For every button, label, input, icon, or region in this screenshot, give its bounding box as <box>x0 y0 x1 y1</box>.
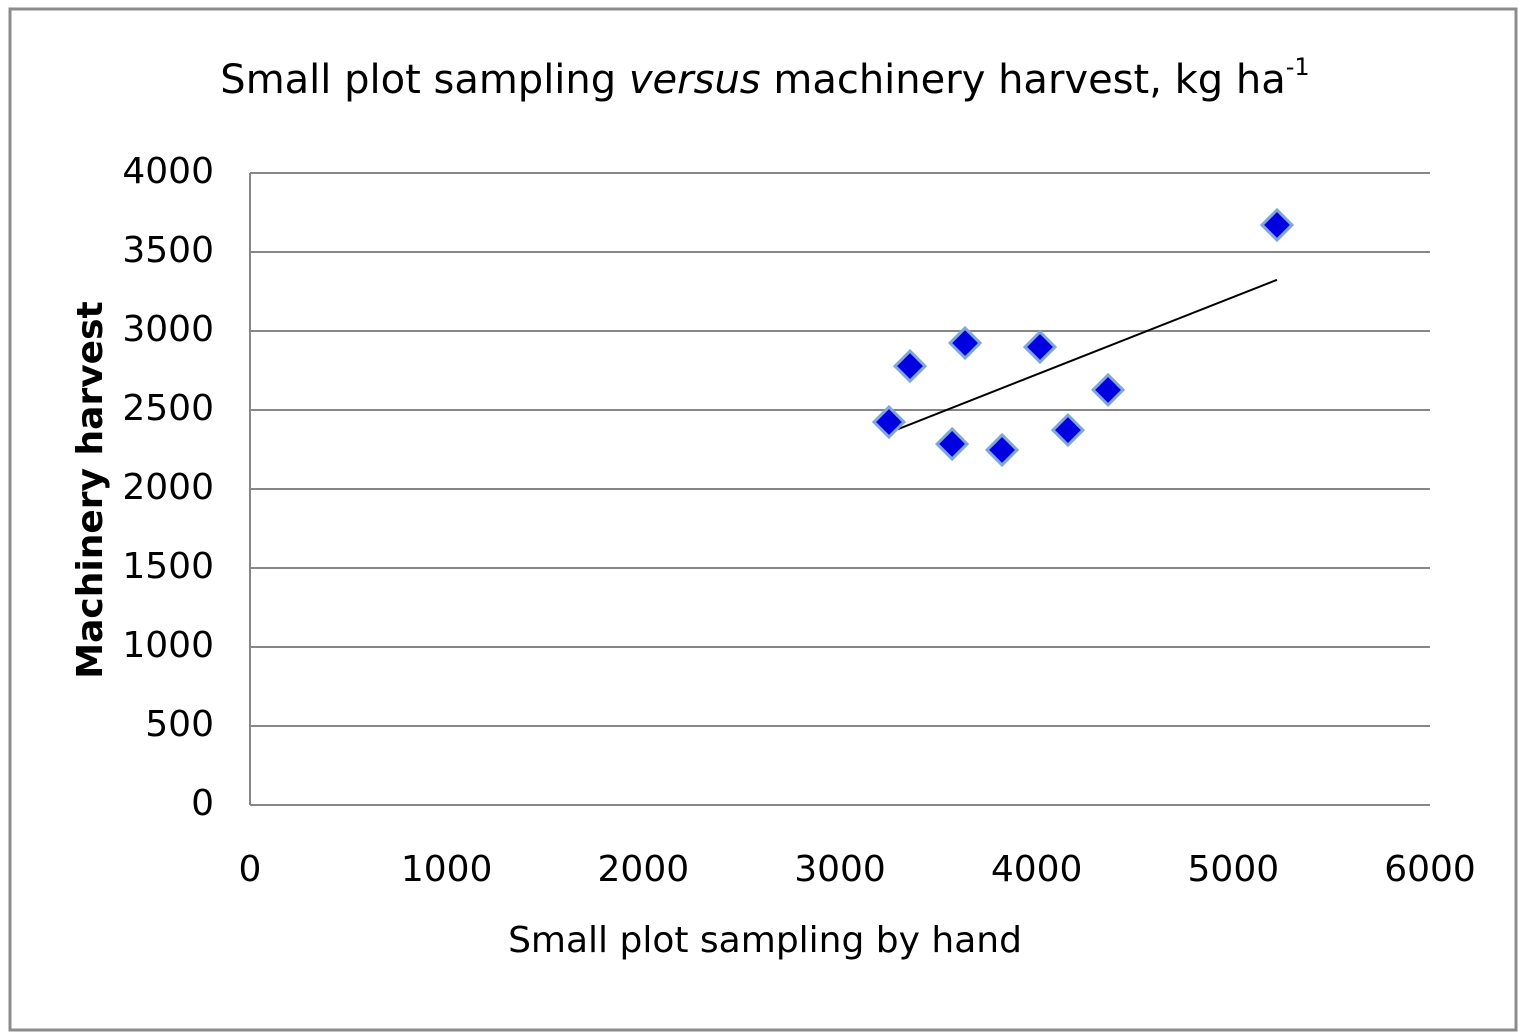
y-tick-label: 500 <box>145 704 214 745</box>
x-tick-label: 3000 <box>794 849 886 890</box>
chart-border <box>8 7 1518 1032</box>
x-tick-label: 6000 <box>1384 849 1476 890</box>
marker <box>1022 329 1058 365</box>
title-part: versus <box>629 57 761 103</box>
marker <box>1050 412 1086 448</box>
x-tick-label: 5000 <box>1188 849 1280 890</box>
title-part: -1 <box>1286 53 1310 81</box>
x-tick-label: 1000 <box>401 849 493 890</box>
y-tick-label: 3000 <box>122 309 214 350</box>
y-tick-label: 1000 <box>122 625 214 666</box>
marker <box>892 348 928 384</box>
y-tick-label: 0 <box>191 783 214 824</box>
y-tick-label: 4000 <box>122 151 214 192</box>
marker <box>934 426 970 462</box>
y-tick-label: 2500 <box>122 388 214 429</box>
x-tick-label: 2000 <box>598 849 690 890</box>
trendline <box>888 278 1278 434</box>
x-tick-label: 0 <box>239 849 262 890</box>
title-part: Small plot sampling <box>220 57 629 103</box>
marker <box>984 432 1020 468</box>
y-tick-label: 2000 <box>122 467 214 508</box>
marker <box>871 404 907 440</box>
title-part: machinery harvest, kg ha <box>761 57 1286 103</box>
x-tick-label: 4000 <box>991 849 1083 890</box>
chart-title: Small plot sampling versus machinery har… <box>220 53 1309 103</box>
y-axis-title: Machinery harvest <box>70 301 111 678</box>
marker <box>1259 207 1295 243</box>
marker <box>947 325 983 361</box>
y-tick-label: 1500 <box>122 546 214 587</box>
x-axis-title: Small plot sampling by hand <box>508 920 1022 961</box>
y-tick-label: 3500 <box>122 230 214 271</box>
marker <box>1090 372 1126 408</box>
